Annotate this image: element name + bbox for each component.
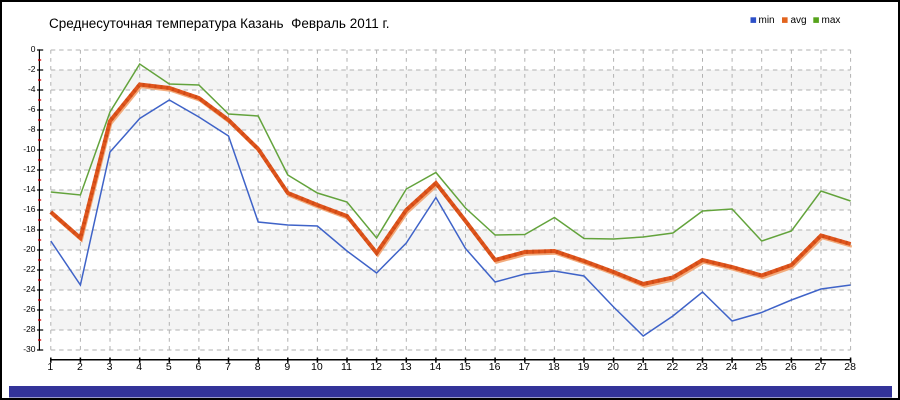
- svg-text:9: 9: [284, 361, 290, 373]
- svg-text:-8: -8: [28, 124, 36, 134]
- svg-text:8: 8: [255, 361, 261, 373]
- svg-text:17: 17: [518, 361, 530, 373]
- svg-text:15: 15: [459, 361, 471, 373]
- svg-text:21: 21: [637, 361, 649, 373]
- svg-text:24: 24: [726, 361, 738, 373]
- svg-text:5: 5: [166, 361, 172, 373]
- svg-text:13: 13: [400, 361, 412, 373]
- svg-text:-26: -26: [23, 304, 36, 314]
- svg-text:2: 2: [77, 361, 83, 373]
- svg-text:-6: -6: [28, 104, 36, 114]
- svg-text:1: 1: [47, 361, 53, 373]
- svg-text:18: 18: [548, 361, 560, 373]
- svg-text:-24: -24: [23, 284, 36, 294]
- svg-text:-22: -22: [23, 264, 36, 274]
- svg-text:4: 4: [136, 361, 142, 373]
- svg-text:28: 28: [844, 361, 856, 373]
- svg-text:-28: -28: [23, 324, 36, 334]
- svg-text:19: 19: [578, 361, 590, 373]
- svg-text:16: 16: [489, 361, 501, 373]
- svg-text:-2: -2: [28, 64, 36, 74]
- svg-text:max: max: [822, 15, 841, 26]
- svg-text:14: 14: [430, 361, 442, 373]
- svg-text:11: 11: [341, 361, 352, 373]
- svg-text:20: 20: [607, 361, 619, 373]
- svg-text:0: 0: [31, 44, 36, 54]
- svg-text:7: 7: [225, 361, 231, 373]
- svg-text:10: 10: [311, 361, 323, 373]
- svg-text:Среднесуточная температура Каз: Среднесуточная температура Казань Феврал…: [49, 16, 390, 31]
- svg-text:3: 3: [107, 361, 113, 373]
- svg-text:12: 12: [370, 361, 382, 373]
- svg-text:6: 6: [195, 361, 201, 373]
- svg-text:-10: -10: [23, 144, 36, 154]
- svg-text:min: min: [759, 15, 775, 26]
- svg-text:-20: -20: [23, 244, 36, 254]
- svg-text:22: 22: [667, 361, 679, 373]
- svg-text:25: 25: [755, 361, 767, 373]
- svg-text:-18: -18: [23, 224, 36, 234]
- svg-text:23: 23: [696, 361, 708, 373]
- svg-text:avg: avg: [791, 15, 807, 26]
- svg-text:-16: -16: [23, 204, 36, 214]
- svg-text:-4: -4: [28, 84, 36, 94]
- svg-text:-12: -12: [23, 164, 36, 174]
- svg-text:-14: -14: [23, 184, 36, 194]
- svg-text:27: 27: [815, 361, 827, 373]
- svg-text:-30: -30: [23, 344, 36, 354]
- svg-text:26: 26: [785, 361, 797, 373]
